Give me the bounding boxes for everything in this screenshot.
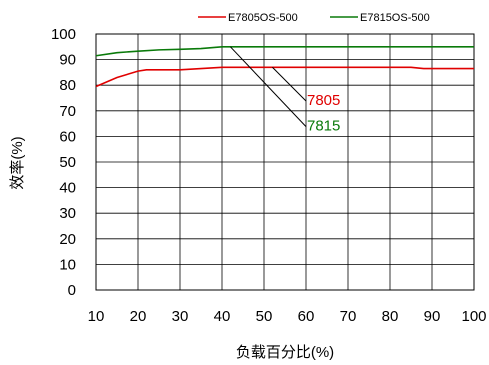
legend-label-1: E7805OS-500	[228, 12, 298, 24]
series-lines	[95, 45, 475, 88]
y-tick-label: 30	[59, 205, 76, 222]
grid	[95, 33, 475, 291]
y-tick-label: 0	[68, 282, 76, 299]
annotation-label-1: 7805	[307, 92, 340, 109]
y-axis-title: 效率(%)	[9, 136, 26, 189]
x-axis-title: 负载百分比(%)	[236, 344, 334, 361]
x-tick-label: 60	[298, 308, 315, 325]
y-tick-label: 70	[59, 103, 76, 120]
y-tick-label: 100	[51, 26, 76, 43]
x-tick-label: 90	[424, 308, 441, 325]
x-tick-label: 40	[214, 308, 231, 325]
y-tick-label: 60	[59, 128, 76, 145]
y-tick-label: 80	[59, 77, 76, 94]
y-tick-label: 10	[59, 256, 76, 273]
plot-area-frame	[95, 33, 475, 291]
y-tick-label: 90	[59, 52, 76, 69]
x-tick-label: 70	[340, 308, 357, 325]
legend: E7805OS-500 E7815OS-500	[198, 12, 430, 24]
y-tick-label: 40	[59, 180, 76, 197]
series-line-1	[95, 66, 474, 88]
x-tick-label: 80	[382, 308, 399, 325]
annotation-leader-1	[272, 66, 307, 102]
y-tick-label: 20	[59, 231, 76, 248]
x-tick-label: 10	[88, 308, 105, 325]
x-tick-label: 100	[461, 308, 486, 325]
legend-label-2: E7815OS-500	[360, 12, 430, 24]
y-tick-label: 50	[59, 154, 76, 171]
annotation-label-2: 7815	[307, 118, 340, 135]
annotations: 7805 7815	[230, 46, 340, 135]
series-line-2	[95, 45, 474, 57]
x-tick-label: 50	[256, 308, 273, 325]
x-tick-label: 30	[172, 308, 189, 325]
x-tick-labels: 10 20 30 40 50 60 70 80 90 100	[88, 308, 487, 325]
y-tick-labels: 0 10 20 30 40 50 60 70 80 90 100	[51, 26, 76, 299]
annotation-leader-2	[230, 46, 307, 127]
x-tick-label: 20	[130, 308, 147, 325]
